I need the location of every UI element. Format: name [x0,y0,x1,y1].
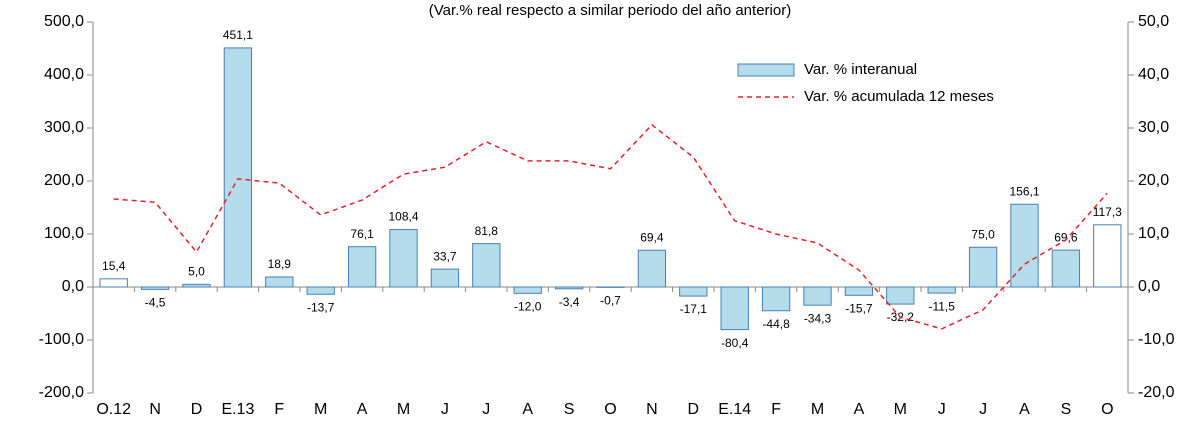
bar [761,286,791,312]
x-tick-label: E.13 [221,401,254,418]
bar [968,246,998,288]
bar [803,286,832,306]
y2-tick-label: 40,0 [1138,66,1169,83]
x-tick-label: F [771,401,781,418]
y2-tick-label: -10,0 [1138,331,1175,348]
x-tick-label: S [564,401,575,418]
chart-subtitle: (Var.% real respecto a similar periodo d… [429,2,791,19]
y2-tick-label: 20,0 [1138,172,1169,189]
x-tick-label: J [979,401,987,418]
bar [99,278,128,288]
y2-tick-label: -20,0 [1138,384,1175,401]
y2-tick-label: 30,0 [1138,119,1169,136]
x-tick-label: E.14 [718,401,751,418]
data-label: 5,0 [188,265,205,279]
legend-swatch [737,63,795,77]
bar [679,286,708,297]
data-label: 18,9 [268,257,292,271]
y-tick-label: 200,0 [44,172,84,189]
y2-tick-label: 0,0 [1138,278,1160,295]
bar [720,286,749,331]
data-label: -13,7 [307,300,335,314]
x-tick-label: D [688,401,700,418]
data-label: 15,4 [102,259,126,273]
data-label: 108,4 [388,210,418,224]
x-tick-label: O [604,401,616,418]
bar [389,229,418,288]
data-label: -12,0 [514,300,542,314]
y-tick-label: 300,0 [44,119,84,136]
x-tick-label: M [894,401,907,418]
bar [1051,249,1081,288]
data-label: 75,0 [971,227,995,241]
y-tick-label: 400,0 [44,66,84,83]
y2-tick-label: 10,0 [1138,225,1169,242]
data-label: 76,1 [350,227,374,241]
bar [886,286,915,305]
x-tick-label: O.12 [96,401,131,418]
data-label: 69,6 [1054,230,1078,244]
bar [306,286,335,295]
y-tick-label: -200,0 [39,384,84,401]
bar [472,243,501,288]
bar [844,286,874,296]
y-tick-label: 100,0 [44,225,84,242]
data-label: -4,5 [145,296,166,310]
data-label: -15,7 [845,301,873,315]
bar [182,283,211,288]
legend-label: Var. % interanual [804,61,917,78]
x-tick-label: N [149,401,161,418]
bar [1093,224,1122,288]
y2-tick-label: 50,0 [1138,13,1169,30]
bar [554,286,584,290]
bar [140,286,170,290]
x-tick-label: J [938,401,946,418]
data-label: -11,5 [928,299,955,313]
data-label: 81,8 [475,224,499,238]
x-tick-label: A [522,401,533,418]
data-label: -17,1 [680,302,708,316]
y-tick-label: 500,0 [44,13,84,30]
x-tick-label: J [482,401,490,418]
y-tick-label: -100,0 [39,331,84,348]
x-tick-label: J [441,401,449,418]
data-label: 33,7 [433,249,457,263]
y-tick-label: 0,0 [62,278,84,295]
bar [265,276,294,288]
x-tick-label: S [1061,401,1072,418]
line [113,123,1108,330]
x-tick-label: A [854,401,865,418]
bar [513,286,542,294]
x-tick-label: M [397,401,410,418]
data-label: -80,4 [721,336,749,350]
data-label: -34,3 [804,311,832,325]
data-label: 117,3 [1093,205,1122,219]
x-tick-label: F [274,401,284,418]
data-label: 451,1 [223,28,253,42]
legend-label: Var. % acumulada 12 meses [804,88,994,105]
x-tick-label: M [811,401,824,418]
x-tick-label: O [1101,401,1113,418]
data-label: 69,4 [640,230,664,244]
data-label: 156,1 [1009,184,1039,198]
x-tick-label: A [1019,401,1030,418]
data-label: -44,8 [762,317,790,331]
x-tick-label: A [357,401,368,418]
bar [223,47,253,288]
bar [430,268,460,288]
data-label: -3,4 [559,295,580,309]
data-label: -0,7 [600,294,621,308]
bar [347,246,377,288]
bar [927,286,956,294]
x-tick-label: N [646,401,658,418]
x-tick-label: D [191,401,203,418]
bar [637,249,667,288]
x-tick-label: M [314,401,327,418]
